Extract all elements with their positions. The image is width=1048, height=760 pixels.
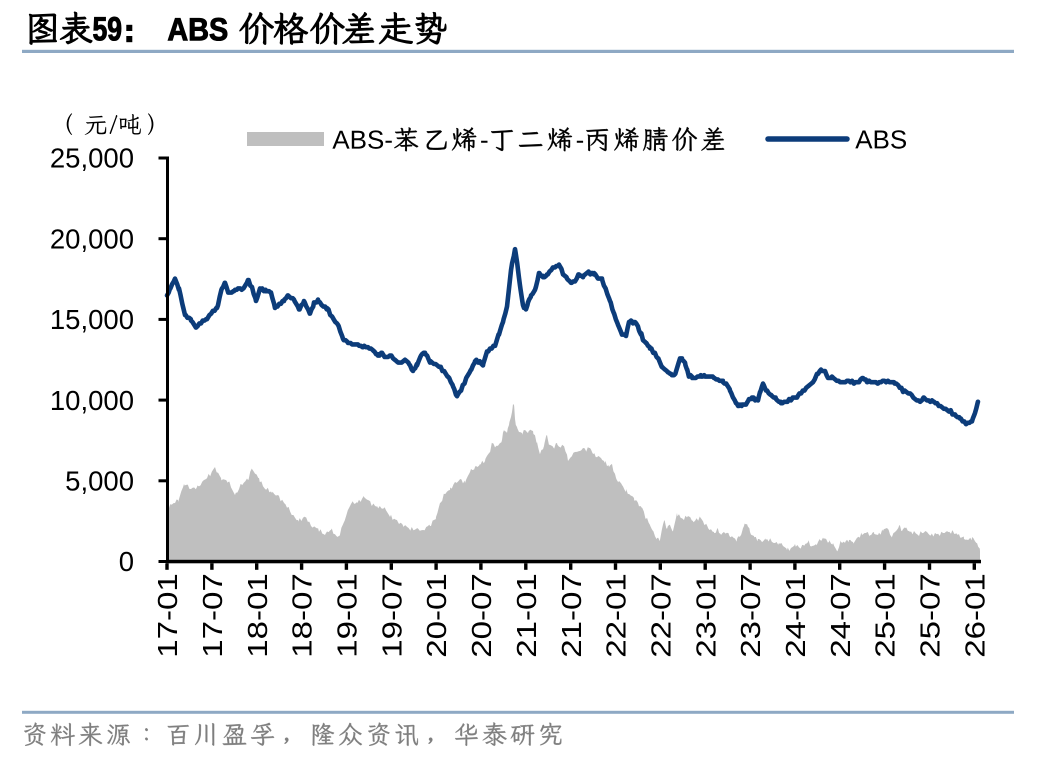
svg-text:22-01: 22-01 — [600, 573, 632, 658]
svg-text:23-07: 23-07 — [734, 573, 766, 658]
svg-text:21-01: 21-01 — [510, 573, 542, 658]
svg-text:17-07: 17-07 — [196, 573, 228, 658]
svg-text:19-07: 19-07 — [375, 573, 407, 658]
svg-text:24-01: 24-01 — [779, 573, 811, 658]
svg-text:22-07: 22-07 — [645, 573, 677, 658]
svg-text:20-01: 20-01 — [420, 573, 452, 658]
svg-text:15,000: 15,000 — [50, 304, 134, 335]
svg-text:20-07: 20-07 — [465, 573, 497, 658]
svg-text:25,000: 25,000 — [50, 143, 134, 174]
svg-text:18-07: 18-07 — [286, 573, 318, 658]
svg-text:24-07: 24-07 — [824, 573, 856, 658]
svg-text:18-01: 18-01 — [241, 573, 273, 658]
svg-text:23-01: 23-01 — [689, 573, 721, 658]
svg-text:0: 0 — [119, 546, 134, 577]
svg-text:25-01: 25-01 — [869, 573, 901, 658]
svg-text:5,000: 5,000 — [65, 466, 134, 497]
svg-text:10,000: 10,000 — [50, 385, 134, 416]
svg-text:25-07: 25-07 — [914, 573, 946, 658]
svg-text:21-07: 21-07 — [555, 573, 587, 658]
svg-text:26-01: 26-01 — [958, 573, 990, 658]
svg-text:17-01: 17-01 — [151, 573, 183, 658]
svg-text:20,000: 20,000 — [50, 223, 134, 254]
svg-text:19-01: 19-01 — [331, 573, 363, 658]
